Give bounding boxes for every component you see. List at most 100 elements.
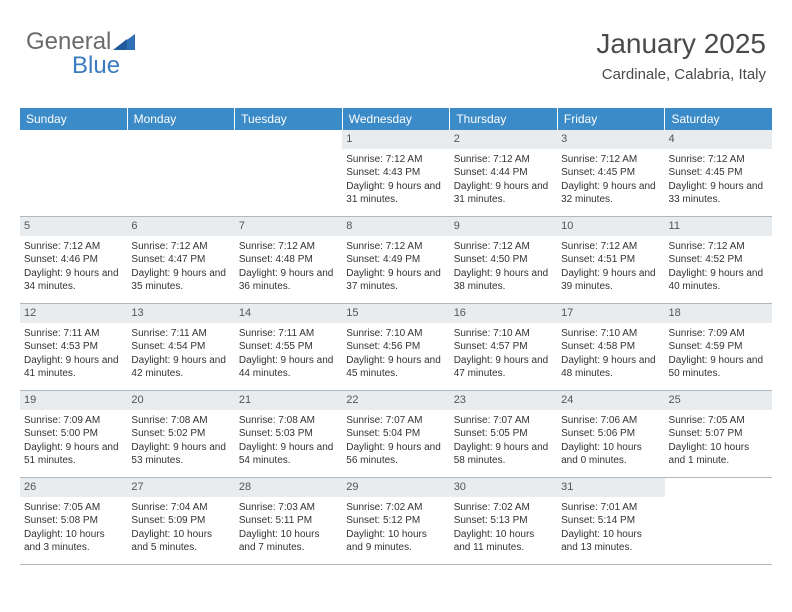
day-cell: 7Sunrise: 7:12 AMSunset: 4:48 PMDaylight… [235,217,342,303]
day-cell: 15Sunrise: 7:10 AMSunset: 4:56 PMDayligh… [342,304,449,390]
daylight-line: Daylight: 9 hours and 44 minutes. [239,354,338,381]
week-row: 19Sunrise: 7:09 AMSunset: 5:00 PMDayligh… [20,391,772,478]
sunrise-line: Sunrise: 7:09 AM [669,327,768,341]
week-row: 5Sunrise: 7:12 AMSunset: 4:46 PMDaylight… [20,217,772,304]
sunset-line: Sunset: 4:52 PM [669,253,768,267]
sunset-line: Sunset: 4:45 PM [561,166,660,180]
day-cell [20,130,127,216]
sunset-line: Sunset: 4:49 PM [346,253,445,267]
sunset-line: Sunset: 5:14 PM [561,514,660,528]
sunset-line: Sunset: 4:55 PM [239,340,338,354]
weekday-header: Monday [128,108,236,130]
daylight-line: Daylight: 9 hours and 37 minutes. [346,267,445,294]
day-cell: 17Sunrise: 7:10 AMSunset: 4:58 PMDayligh… [557,304,664,390]
sunset-line: Sunset: 4:56 PM [346,340,445,354]
week-row: 26Sunrise: 7:05 AMSunset: 5:08 PMDayligh… [20,478,772,565]
daylight-line: Daylight: 10 hours and 3 minutes. [24,528,123,555]
day-cell: 19Sunrise: 7:09 AMSunset: 5:00 PMDayligh… [20,391,127,477]
day-cell: 2Sunrise: 7:12 AMSunset: 4:44 PMDaylight… [450,130,557,216]
daylight-line: Daylight: 9 hours and 31 minutes. [346,180,445,207]
day-number: 13 [127,304,234,323]
day-cell: 18Sunrise: 7:09 AMSunset: 4:59 PMDayligh… [665,304,772,390]
daylight-line: Daylight: 9 hours and 53 minutes. [131,441,230,468]
weekday-header: Thursday [450,108,558,130]
day-cell: 11Sunrise: 7:12 AMSunset: 4:52 PMDayligh… [665,217,772,303]
weekday-header: Wednesday [343,108,451,130]
sunset-line: Sunset: 4:53 PM [24,340,123,354]
daylight-line: Daylight: 9 hours and 54 minutes. [239,441,338,468]
daylight-line: Daylight: 9 hours and 48 minutes. [561,354,660,381]
day-cell: 27Sunrise: 7:04 AMSunset: 5:09 PMDayligh… [127,478,234,564]
day-number: 15 [342,304,449,323]
day-number: 18 [665,304,772,323]
sunrise-line: Sunrise: 7:12 AM [131,240,230,254]
daylight-line: Daylight: 10 hours and 9 minutes. [346,528,445,555]
location: Cardinale, Calabria, Italy [596,66,766,83]
daylight-line: Daylight: 10 hours and 11 minutes. [454,528,553,555]
sunrise-line: Sunrise: 7:08 AM [239,414,338,428]
sunset-line: Sunset: 5:06 PM [561,427,660,441]
day-cell: 22Sunrise: 7:07 AMSunset: 5:04 PMDayligh… [342,391,449,477]
day-number: 21 [235,391,342,410]
sunset-line: Sunset: 5:08 PM [24,514,123,528]
daylight-line: Daylight: 9 hours and 41 minutes. [24,354,123,381]
day-number: 16 [450,304,557,323]
weekday-row: SundayMondayTuesdayWednesdayThursdayFrid… [20,108,772,130]
sunset-line: Sunset: 5:02 PM [131,427,230,441]
daylight-line: Daylight: 9 hours and 45 minutes. [346,354,445,381]
sunrise-line: Sunrise: 7:12 AM [669,153,768,167]
sunrise-line: Sunrise: 7:02 AM [454,501,553,515]
day-cell: 30Sunrise: 7:02 AMSunset: 5:13 PMDayligh… [450,478,557,564]
sunrise-line: Sunrise: 7:11 AM [131,327,230,341]
day-number: 3 [557,130,664,149]
sunset-line: Sunset: 5:04 PM [346,427,445,441]
daylight-line: Daylight: 10 hours and 7 minutes. [239,528,338,555]
day-number: 28 [235,478,342,497]
sunrise-line: Sunrise: 7:10 AM [561,327,660,341]
week-row: 1Sunrise: 7:12 AMSunset: 4:43 PMDaylight… [20,130,772,217]
weekday-header: Sunday [20,108,128,130]
daylight-line: Daylight: 9 hours and 51 minutes. [24,441,123,468]
logo-triangle-icon [113,32,135,52]
sunset-line: Sunset: 5:11 PM [239,514,338,528]
logo: General Blue [26,28,135,56]
header-right: January 2025 Cardinale, Calabria, Italy [596,28,766,83]
sunrise-line: Sunrise: 7:08 AM [131,414,230,428]
sunset-line: Sunset: 5:03 PM [239,427,338,441]
day-number: 10 [557,217,664,236]
weeks-grid: 1Sunrise: 7:12 AMSunset: 4:43 PMDaylight… [20,130,772,565]
day-cell: 5Sunrise: 7:12 AMSunset: 4:46 PMDaylight… [20,217,127,303]
sunset-line: Sunset: 4:50 PM [454,253,553,267]
day-cell [665,478,772,564]
daylight-line: Daylight: 9 hours and 47 minutes. [454,354,553,381]
sunset-line: Sunset: 4:48 PM [239,253,338,267]
sunset-line: Sunset: 4:46 PM [24,253,123,267]
sunrise-line: Sunrise: 7:07 AM [346,414,445,428]
sunset-line: Sunset: 5:09 PM [131,514,230,528]
sunrise-line: Sunrise: 7:03 AM [239,501,338,515]
day-number: 12 [20,304,127,323]
sunset-line: Sunset: 5:05 PM [454,427,553,441]
day-number: 27 [127,478,234,497]
sunset-line: Sunset: 4:51 PM [561,253,660,267]
day-number: 19 [20,391,127,410]
day-cell [235,130,342,216]
sunset-line: Sunset: 5:07 PM [669,427,768,441]
weekday-header: Tuesday [235,108,343,130]
sunrise-line: Sunrise: 7:01 AM [561,501,660,515]
sunset-line: Sunset: 4:47 PM [131,253,230,267]
sunrise-line: Sunrise: 7:12 AM [346,240,445,254]
weekday-header: Saturday [665,108,772,130]
day-cell [127,130,234,216]
sunrise-line: Sunrise: 7:12 AM [239,240,338,254]
day-number: 11 [665,217,772,236]
day-cell: 1Sunrise: 7:12 AMSunset: 4:43 PMDaylight… [342,130,449,216]
daylight-line: Daylight: 10 hours and 0 minutes. [561,441,660,468]
day-cell: 8Sunrise: 7:12 AMSunset: 4:49 PMDaylight… [342,217,449,303]
sunrise-line: Sunrise: 7:05 AM [669,414,768,428]
sunset-line: Sunset: 4:58 PM [561,340,660,354]
daylight-line: Daylight: 10 hours and 1 minute. [669,441,768,468]
day-number: 24 [557,391,664,410]
day-number: 30 [450,478,557,497]
day-cell: 24Sunrise: 7:06 AMSunset: 5:06 PMDayligh… [557,391,664,477]
